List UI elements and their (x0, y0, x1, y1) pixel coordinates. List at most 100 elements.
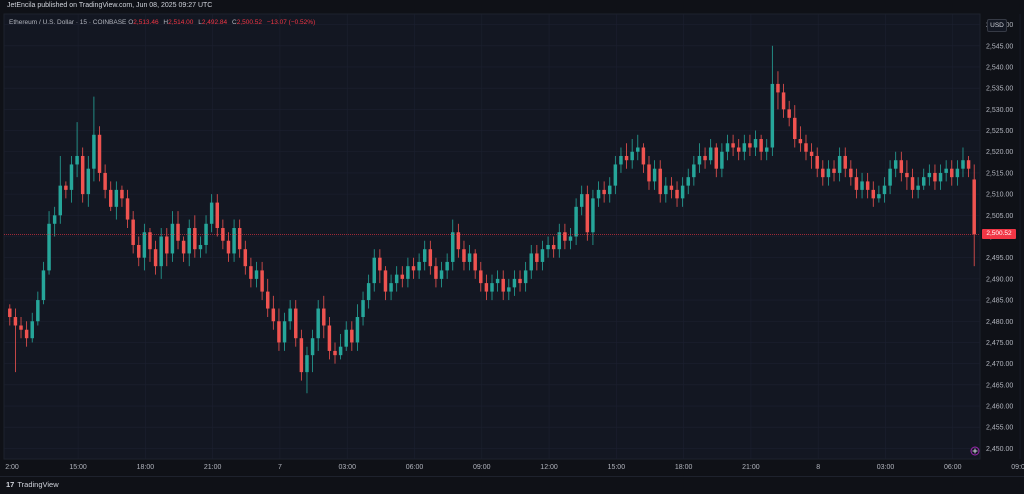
candle (80, 147, 85, 203)
candle-body (748, 143, 752, 148)
candle-body (232, 228, 236, 254)
candle (125, 189, 130, 229)
candle-body (512, 278, 517, 288)
candle (451, 219, 455, 271)
candle (69, 155, 74, 203)
candle-body (837, 155, 842, 173)
candle (484, 274, 489, 301)
candle-body (849, 168, 853, 178)
candle-body (720, 151, 724, 169)
candle-body (966, 160, 971, 169)
candle (288, 300, 292, 330)
candle (507, 278, 511, 301)
candle-body (400, 274, 405, 279)
candle (394, 266, 399, 292)
x-tick-label: 03:00 (338, 464, 356, 471)
candle-body (950, 168, 954, 178)
candle-body (428, 249, 433, 267)
candle-body (153, 249, 158, 267)
candle-body (893, 160, 898, 169)
candle (641, 143, 646, 173)
candle (232, 219, 236, 262)
candle-body (58, 185, 63, 216)
y-tick-label: 2,465.00 (986, 382, 1013, 389)
candle (585, 185, 590, 241)
candle-body (557, 232, 562, 250)
x-tick-label: 12:00 (540, 464, 558, 471)
candle-body (131, 219, 135, 245)
candle (798, 126, 803, 152)
x-tick-label: 09:00 (1011, 464, 1024, 471)
candle (406, 257, 410, 288)
candle (619, 147, 623, 173)
candle-body (636, 147, 640, 152)
candle (950, 160, 954, 186)
candle-body (260, 270, 264, 292)
candle (462, 240, 466, 271)
candle-body (652, 168, 657, 182)
candle (58, 155, 63, 224)
candle (736, 139, 741, 161)
candle (187, 219, 191, 267)
candle (97, 126, 102, 182)
x-tick-label: 7 (278, 464, 282, 471)
candle-body (770, 83, 775, 148)
candle-body (518, 278, 522, 284)
candle (865, 172, 870, 199)
candle-body (254, 270, 259, 279)
candle-body (97, 134, 102, 173)
y-tick-label: 2,480.00 (986, 319, 1013, 326)
candle-body (753, 139, 758, 148)
candle (765, 139, 769, 161)
currency-button[interactable]: USD (987, 19, 1007, 32)
candle-body (64, 185, 68, 190)
candle (860, 172, 864, 199)
candle-body (294, 308, 298, 339)
x-tick-label: 06:00 (406, 464, 424, 471)
candle (692, 155, 696, 186)
candle-body (456, 232, 461, 250)
candle (686, 168, 690, 195)
x-tick-label: 21:00 (742, 464, 760, 471)
candle (905, 160, 909, 190)
candle (400, 266, 405, 288)
candle (64, 181, 68, 199)
candle (680, 177, 685, 207)
candle-body (36, 300, 40, 322)
candle (316, 300, 320, 351)
candle-body (804, 143, 808, 152)
candle (557, 223, 562, 258)
candle-body (675, 189, 679, 199)
candle-body (529, 253, 533, 271)
candle-body (551, 244, 556, 250)
x-tick-label: 21:00 (204, 464, 222, 471)
candle-body (265, 291, 270, 309)
candle (759, 134, 763, 161)
candle-body (299, 338, 304, 373)
candle-body (383, 270, 388, 292)
candle-body (92, 134, 96, 169)
candle (114, 181, 119, 220)
candle-body (686, 177, 690, 186)
bottom-bar (0, 476, 1024, 494)
candle-body (568, 236, 573, 241)
candle (871, 181, 876, 207)
high-label: H (163, 19, 169, 26)
candle-body (725, 143, 730, 152)
candle (669, 177, 674, 199)
x-tick-label: 03:00 (877, 464, 895, 471)
candle (826, 160, 831, 186)
y-tick-label: 2,545.00 (986, 43, 1013, 50)
candle-body (630, 151, 634, 161)
candle (215, 194, 219, 237)
candle (226, 232, 231, 262)
plus-circle-icon[interactable] (970, 446, 980, 456)
close-label: C (231, 19, 237, 26)
candle (933, 164, 937, 190)
tradingview-logo[interactable]: 17 TradingView (6, 480, 59, 489)
candle-body (310, 338, 315, 356)
candle-body (765, 147, 769, 152)
symbol-description[interactable]: Ethereum / U.S. Dollar · 15 · COINBASE (9, 19, 127, 26)
candle (731, 134, 735, 156)
